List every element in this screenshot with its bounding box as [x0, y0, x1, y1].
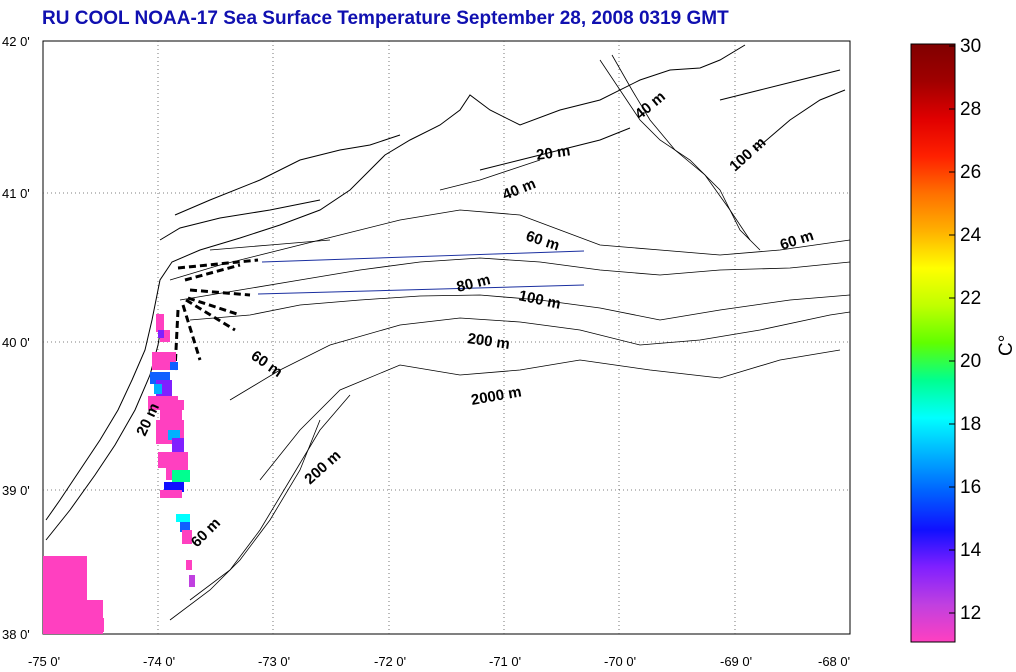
colorbar-label: 30 [960, 36, 981, 57]
sst-pixel [176, 400, 184, 410]
lat-label: 38 0' [2, 627, 30, 642]
colorbar-label: 12 [960, 603, 981, 624]
contour-label: 200 m [466, 330, 510, 353]
lon-label: -74 0' [143, 654, 175, 669]
sst-pixels [43, 314, 195, 634]
sst-pixel [172, 438, 184, 454]
sst-pixel [176, 514, 190, 522]
lon-label: -71 0' [489, 654, 521, 669]
lon-label: -70 0' [604, 654, 636, 669]
lon-label: -73 0' [258, 654, 290, 669]
sst-pixel [170, 362, 178, 370]
colorbar-unit: C° [996, 335, 1016, 356]
colorbar-labels: 30 28 26 24 22 20 18 16 14 12 [960, 36, 982, 624]
sst-pixel [186, 560, 192, 570]
lat-axis: 42 0' 41 0' 40 0' 39 0' 38 0' [2, 34, 30, 642]
lon-label: -75 0' [28, 654, 60, 669]
lat-label: 41 0' [2, 186, 30, 201]
bathymetry-contours [169, 54, 851, 621]
lon-label: -69 0' [720, 654, 752, 669]
lat-label: 39 0' [2, 483, 30, 498]
sst-pixel [158, 452, 188, 468]
colorbar-label: 14 [960, 540, 982, 561]
sst-pixel [158, 330, 164, 338]
colorbar-ticks [949, 45, 955, 614]
sst-pixel [164, 482, 184, 492]
map-title: RU COOL NOAA-17 Sea Surface Temperature … [42, 8, 729, 29]
coastline [45, 44, 846, 541]
lat-label: 40 0' [2, 335, 30, 350]
colorbar-label: 22 [960, 288, 981, 309]
sst-pixel [168, 430, 180, 440]
lon-label: -68 0' [818, 654, 850, 669]
colorbar [910, 43, 956, 643]
lon-axis: -75 0' -74 0' -73 0' -72 0' -71 0' -70 0… [28, 654, 850, 669]
sst-pixel [182, 530, 192, 544]
sst-pixel [156, 314, 164, 332]
sst-pixel [160, 330, 170, 342]
sst-pixel [154, 384, 162, 394]
colorbar-label: 26 [960, 162, 981, 183]
colorbar-label: 20 [960, 351, 981, 372]
colorbar-label: 24 [960, 225, 982, 246]
sst-pixel [172, 470, 190, 482]
lat-label: 42 0' [2, 34, 30, 49]
sst-pixel [189, 575, 195, 587]
sst-pixel [180, 522, 190, 532]
sst-pixel [60, 566, 86, 606]
colorbar-label: 18 [960, 414, 981, 435]
transect-lines [257, 250, 585, 295]
colorbar-label: 16 [960, 477, 981, 498]
lon-label: -72 0' [374, 654, 406, 669]
sst-pixel [86, 618, 104, 632]
sst-pixel [160, 490, 182, 498]
contour-label: 20 m [535, 142, 571, 164]
colorbar-label: 28 [960, 99, 981, 120]
